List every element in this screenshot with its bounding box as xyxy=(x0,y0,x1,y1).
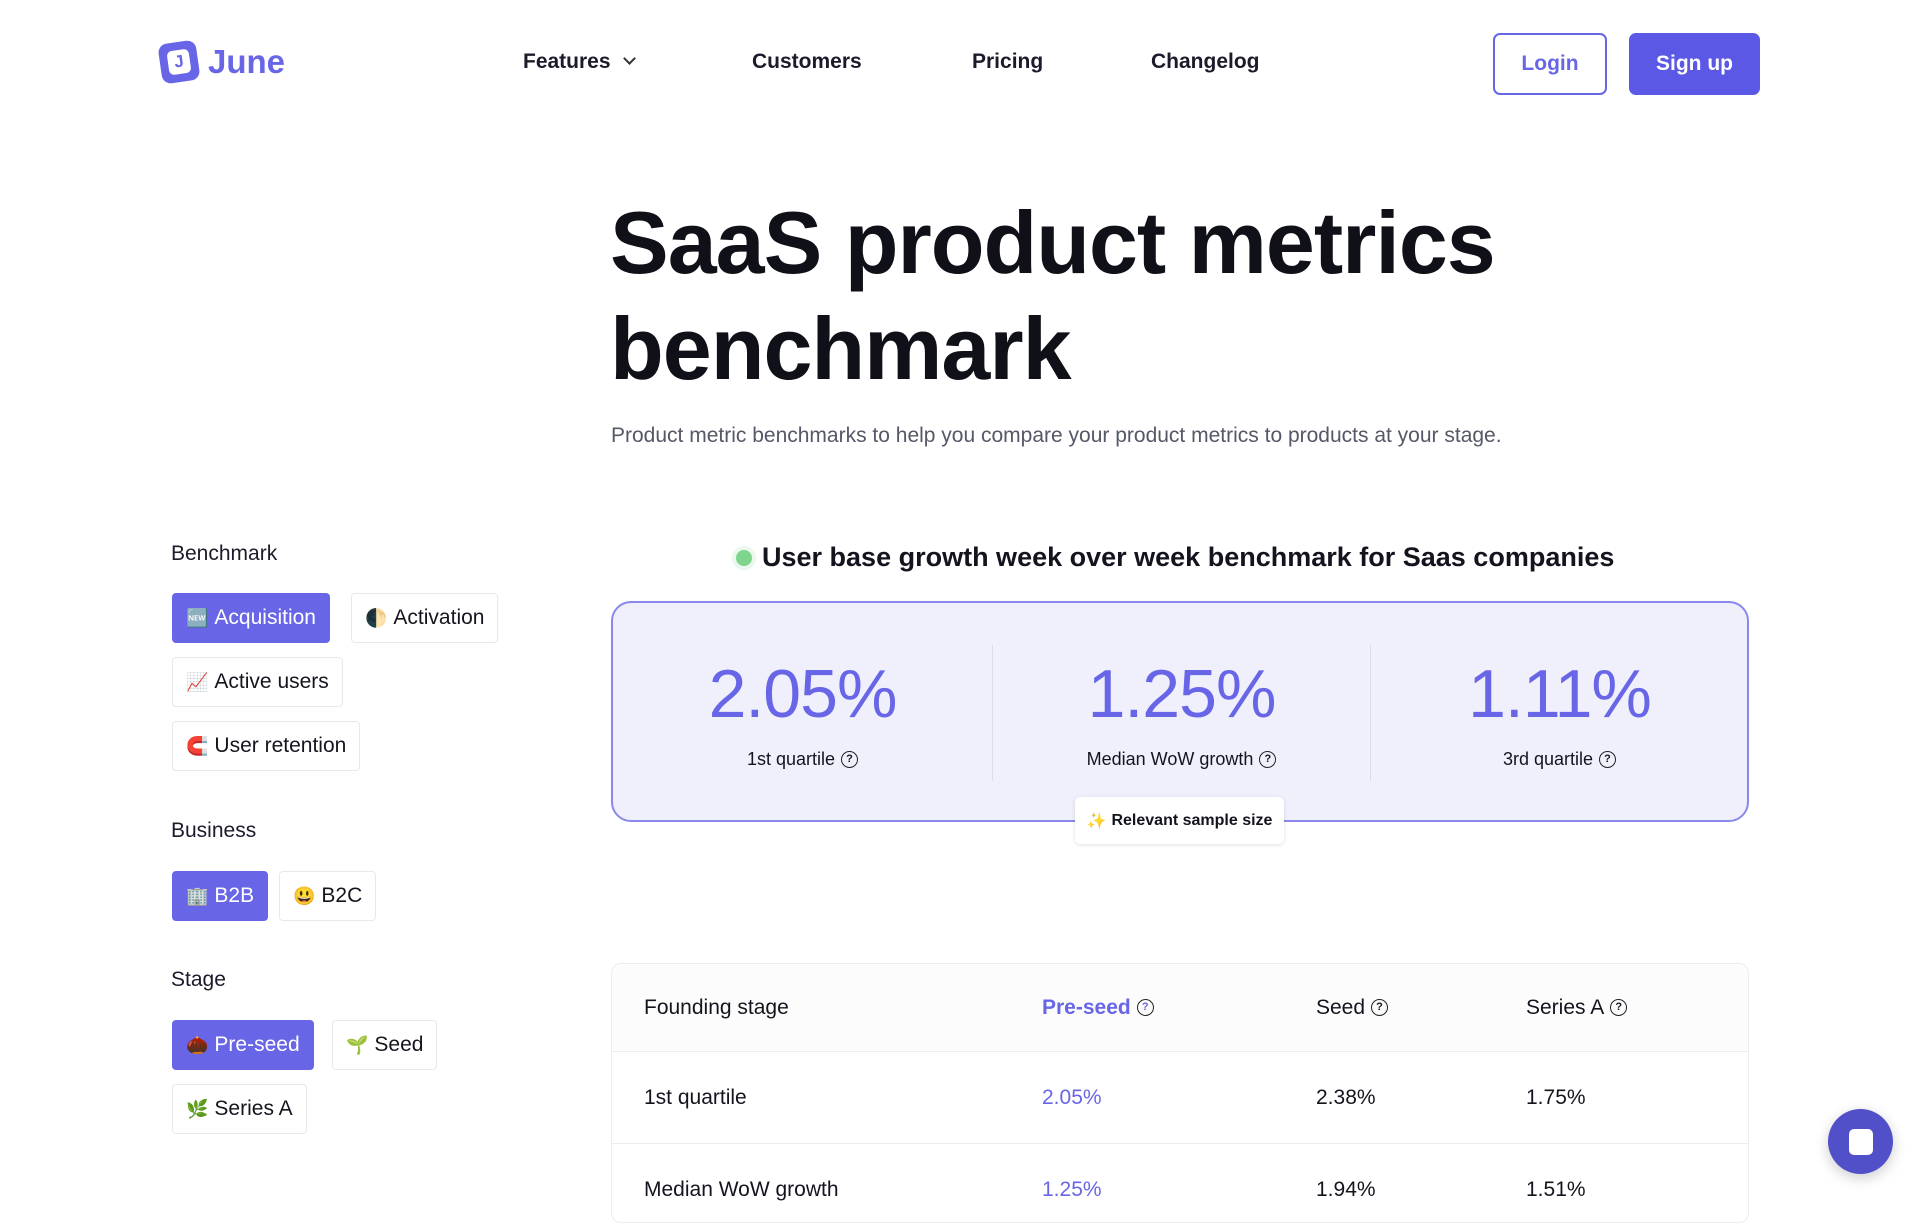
nav-features[interactable]: Features xyxy=(523,50,636,74)
filter-chip-acquisition[interactable]: 🆕 Acquisition xyxy=(172,593,330,643)
benchmark-stats-card: 2.05% 1st quartile? 1.25% Median WoW growt… xyxy=(611,601,1749,822)
help-icon[interactable]: ? xyxy=(1371,999,1389,1016)
logo-text: June xyxy=(208,43,286,80)
stage-label: Stage xyxy=(171,968,226,991)
benchmark-label: Benchmark xyxy=(171,542,278,565)
filter-chip-seed[interactable]: 🌱 Seed xyxy=(332,1020,438,1070)
chat-launcher-button[interactable] xyxy=(1828,1109,1893,1174)
logo[interactable]: J June xyxy=(157,39,286,85)
header-founding-stage: Founding stage xyxy=(644,995,789,1019)
table-row: 1st quartile 2.05% 2.38% 1.75% xyxy=(612,1052,1748,1144)
header-series-a[interactable]: Series A? xyxy=(1526,995,1628,1020)
cell-seed: 1.94% xyxy=(1316,1178,1376,1201)
help-icon[interactable]: ? xyxy=(1599,751,1617,768)
signup-button[interactable]: Sign up xyxy=(1629,33,1760,95)
benchmark-table: Founding stage Pre-seed? Seed? Series A?… xyxy=(611,963,1749,1223)
chip-label: Activation xyxy=(393,606,485,629)
header-series-a-label: Series A xyxy=(1526,995,1605,1019)
chip-emoji-icon: 🏢 xyxy=(186,885,209,906)
row-label: 1st quartile xyxy=(644,1085,747,1109)
page-title: SaaS product metrics benchmark xyxy=(610,193,1496,398)
chip-emoji-icon: 📈 xyxy=(186,671,209,692)
logo-mark-letter: J xyxy=(166,48,192,76)
chip-emoji-icon: 🆕 xyxy=(186,607,209,628)
sparkles-icon: ✨ xyxy=(1086,812,1107,830)
sample-size-badge: ✨ Relevant sample size xyxy=(1075,797,1284,844)
filter-chip-active-users[interactable]: 📈 Active users xyxy=(172,657,343,707)
chip-emoji-icon: 🌱 xyxy=(346,1034,369,1055)
filter-chip-b2b[interactable]: 🏢 B2B xyxy=(172,871,269,921)
cell-seed: 2.38% xyxy=(1316,1085,1376,1109)
divider xyxy=(1370,645,1371,781)
help-icon[interactable]: ? xyxy=(1259,751,1277,768)
chip-label: Seed xyxy=(374,1033,424,1056)
stat-value: 1.11% xyxy=(1468,656,1652,732)
logo-mark-icon: J xyxy=(157,39,201,85)
divider xyxy=(992,645,993,781)
stat-value: 2.05% xyxy=(708,656,898,732)
stat-3rd-quartile: 1.11% 3rd quartile? xyxy=(1370,603,1749,824)
login-button[interactable]: Login xyxy=(1493,33,1607,95)
header-seed[interactable]: Seed? xyxy=(1316,995,1389,1020)
stat-1st-quartile: 2.05% 1st quartile? xyxy=(613,603,992,824)
chip-emoji-icon: 🌰 xyxy=(186,1034,209,1055)
stat-value: 1.25% xyxy=(1087,656,1277,732)
chip-emoji-icon: 🌓 xyxy=(365,607,388,628)
chip-label: User retention xyxy=(214,734,347,757)
header-pre-seed-label: Pre-seed xyxy=(1042,995,1131,1019)
stat-label: Median WoW growth xyxy=(1086,749,1254,769)
nav-pricing[interactable]: Pricing xyxy=(972,50,1044,73)
sample-size-label: Relevant sample size xyxy=(1111,811,1273,829)
filter-chip-pre-seed[interactable]: 🌰 Pre-seed xyxy=(172,1020,314,1070)
chat-icon xyxy=(1848,1128,1873,1155)
chip-emoji-icon: 😃 xyxy=(293,885,316,906)
nav-changelog[interactable]: Changelog xyxy=(1151,50,1260,73)
status-dot-icon xyxy=(736,549,752,566)
chip-emoji-icon: 🌿 xyxy=(186,1098,209,1119)
nav-customers[interactable]: Customers xyxy=(752,50,862,73)
help-icon[interactable]: ? xyxy=(1610,999,1628,1016)
benchmark-heading: User base growth week over week benchmar… xyxy=(736,542,1614,573)
cell-pre-seed: 2.05% xyxy=(1042,1085,1102,1109)
cell-series-a: 1.51% xyxy=(1526,1178,1586,1201)
page-subtitle: Product metric benchmarks to help you co… xyxy=(611,424,1502,447)
stat-label: 1st quartile xyxy=(746,749,836,769)
chevron-down-icon xyxy=(622,52,636,65)
chip-label: Series A xyxy=(214,1097,293,1120)
chip-label: B2B xyxy=(214,884,255,907)
chip-label: Pre-seed xyxy=(214,1033,300,1056)
table-row: Median WoW growth 1.25% 1.94% 1.51% xyxy=(612,1144,1748,1222)
nav-features-label: Features xyxy=(523,50,611,73)
stat-median: 1.25% Median WoW growth? xyxy=(992,603,1371,824)
filter-chip-activation[interactable]: 🌓 Activation xyxy=(351,593,499,643)
stat-label: 3rd quartile xyxy=(1502,749,1594,769)
cell-series-a: 1.75% xyxy=(1526,1085,1586,1109)
filter-chip-series-a[interactable]: 🌿 Series A xyxy=(172,1084,307,1134)
help-icon[interactable]: ? xyxy=(1136,999,1154,1016)
header-seed-label: Seed xyxy=(1316,995,1366,1019)
business-label: Business xyxy=(171,819,257,842)
table-header-row: Founding stage Pre-seed? Seed? Series A? xyxy=(612,964,1748,1052)
chip-label: Acquisition xyxy=(214,606,316,629)
row-label: Median WoW growth xyxy=(644,1178,839,1201)
chip-emoji-icon: 🧲 xyxy=(186,735,209,756)
cell-pre-seed: 1.25% xyxy=(1042,1178,1102,1201)
filter-chip-user-retention[interactable]: 🧲 User retention xyxy=(172,721,361,771)
help-icon[interactable]: ? xyxy=(841,751,859,768)
header-pre-seed[interactable]: Pre-seed? xyxy=(1042,996,1154,1020)
benchmark-heading-text: User base growth week over week benchmar… xyxy=(762,542,1615,572)
filter-chip-b2c[interactable]: 😃 B2C xyxy=(279,871,377,921)
chip-label: B2C xyxy=(321,884,363,907)
chip-label: Active users xyxy=(214,670,329,693)
